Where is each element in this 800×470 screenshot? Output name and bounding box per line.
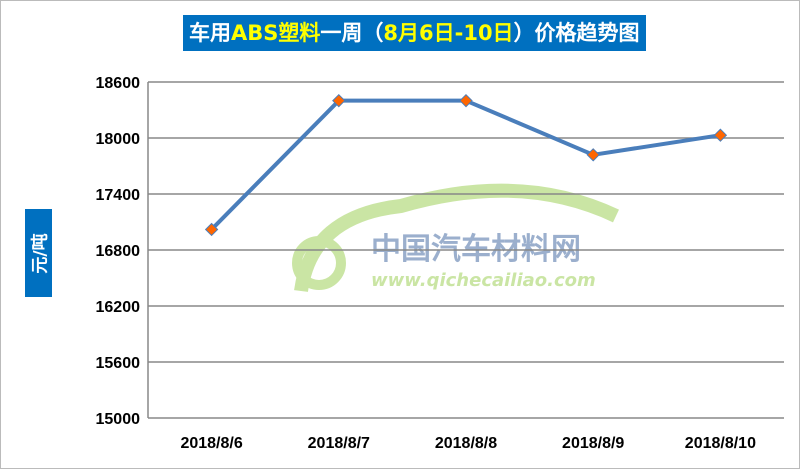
title-part: 8月6日-10日: [383, 21, 514, 45]
title-part: 车用: [189, 21, 231, 45]
x-tick-label: 2018/8/10: [685, 435, 756, 452]
data-point: [459, 93, 473, 108]
x-tick-label: 2018/8/9: [562, 435, 624, 452]
series-line: [210, 98, 721, 231]
y-tick-label: 15600: [96, 355, 141, 372]
x-tick-label: 2018/8/8: [435, 435, 497, 452]
title-part: ）价格趋势图: [513, 21, 640, 45]
y-tick-label: 16800: [96, 243, 141, 260]
data-point: [332, 93, 346, 108]
title-part: ABS塑料: [231, 21, 321, 45]
y-tick-label: 17400: [96, 187, 141, 204]
x-tick-label: 2018/8/7: [308, 435, 370, 452]
y-tick-label: 18600: [96, 75, 141, 92]
chart-title: 车用ABS塑料一周（8月6日-10日）价格趋势图: [183, 15, 646, 51]
y-tick-label: 18000: [96, 131, 141, 148]
x-tick-label: 2018/8/6: [180, 435, 242, 452]
watermark-logo: 中国汽车材料网 www.qichecailiao.com: [292, 183, 619, 293]
data-point: [204, 222, 219, 237]
y-axis-label: 元/吨: [25, 209, 52, 297]
y-tick-label: 15000: [96, 411, 141, 428]
y-tick-label: 16200: [96, 299, 141, 316]
watermark-url: www.qichecailiao.com: [371, 270, 596, 291]
title-part: 一周（: [320, 21, 384, 45]
data-point: [586, 148, 600, 162]
data-point: [713, 128, 728, 142]
